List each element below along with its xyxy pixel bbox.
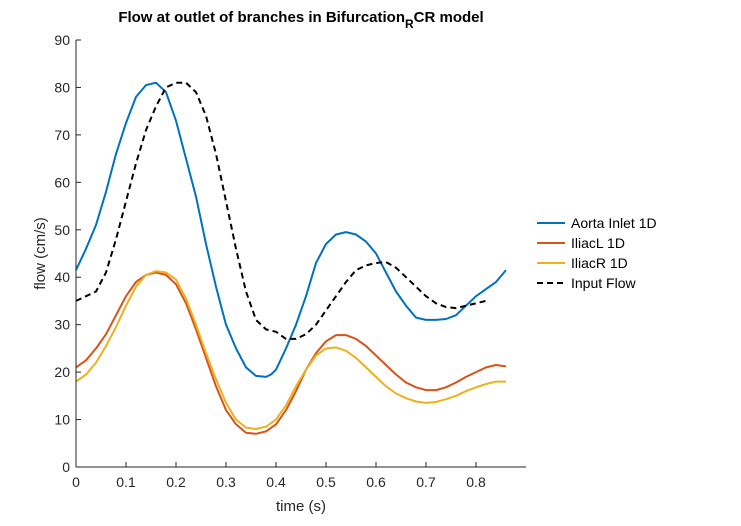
series-line-4 <box>75 81 487 340</box>
chart-title-tail: CR model <box>414 9 484 26</box>
y-tick-label: 50 <box>54 222 70 238</box>
chart-title: Flow at outlet of branches in Bifurcatio… <box>118 9 483 31</box>
chart-title-main: Flow at outlet of branches in Bifurcatio… <box>118 9 405 26</box>
x-tick-label: 0.5 <box>316 474 336 490</box>
series-line-2 <box>75 271 507 435</box>
y-tick-label: 20 <box>54 364 70 380</box>
x-axis-label: time (s) <box>276 498 326 515</box>
x-tick-label: 0.6 <box>366 474 386 490</box>
y-tick-label: 90 <box>54 32 70 48</box>
legend-label-3: IliacR 1D <box>571 255 628 271</box>
y-tick-label: 30 <box>54 317 70 333</box>
x-tick-label: 0.4 <box>266 474 286 490</box>
legend-label-2: IliacL 1D <box>571 235 625 251</box>
series-line-3 <box>75 270 506 430</box>
x-tick-label: 0.7 <box>416 474 436 490</box>
x-tick-label: 0.2 <box>166 474 186 490</box>
series-line-1 <box>75 81 507 378</box>
x-tick-label: 0 <box>72 474 80 490</box>
x-tick-label: 0.3 <box>216 474 236 490</box>
y-tick-label: 60 <box>54 174 70 190</box>
legend-label-4: Input Flow <box>571 275 636 291</box>
y-tick-label: 40 <box>54 269 70 285</box>
legend: Aorta Inlet 1D IliacL 1D IliacR 1D Input Fl… <box>537 215 657 291</box>
x-tick-label: 0.8 <box>466 474 486 490</box>
legend-label-1: Aorta Inlet 1D <box>571 215 657 231</box>
y-tick-label: 10 <box>54 412 70 428</box>
chart-title-subscript: R <box>405 17 414 31</box>
y-tick-label: 70 <box>54 127 70 143</box>
y-axis-label: flow (cm/s) <box>32 217 49 290</box>
y-tick-label: 80 <box>54 79 70 95</box>
y-tick-label: 0 <box>62 459 70 475</box>
x-tick-label: 0.1 <box>116 474 136 490</box>
plot-area: 0 0.1 0.2 0.3 0.4 0.5 0.6 0.7 0.8 0 10 20 30 40 50 60 70… <box>54 32 526 490</box>
